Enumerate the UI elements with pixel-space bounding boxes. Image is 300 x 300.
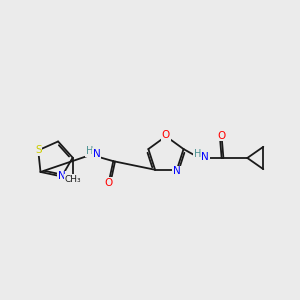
- Text: O: O: [162, 130, 170, 140]
- Text: CH₃: CH₃: [64, 175, 81, 184]
- Text: S: S: [35, 145, 41, 155]
- Text: N: N: [201, 152, 209, 162]
- Text: H: H: [86, 146, 93, 156]
- Text: H: H: [194, 149, 202, 159]
- Text: O: O: [104, 178, 112, 188]
- Text: N: N: [58, 172, 66, 182]
- Text: N: N: [173, 167, 181, 176]
- Text: O: O: [218, 130, 226, 141]
- Text: N: N: [93, 149, 101, 159]
